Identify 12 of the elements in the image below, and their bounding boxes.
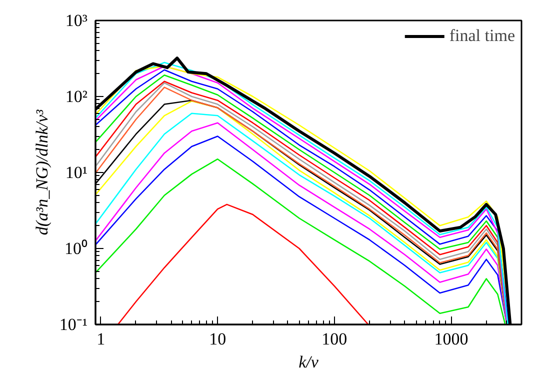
y-tick-label: 10¹ [65,163,88,182]
x-tick-label: 1000 [434,330,468,348]
y-tick-label: 10⁰ [64,239,88,258]
x-tick-label: 10 [209,330,226,348]
y-axis-title: d(a³n_NG)/dlnk/v³ [32,108,52,236]
x-tick-label: 100 [322,330,348,348]
legend-label: final time [449,26,515,46]
y-tick-label: 10² [65,87,88,106]
y-tick-label: 10⁻¹ [59,315,88,334]
y-tick-label: 10³ [65,11,88,30]
x-tick-label: 1 [96,330,106,348]
x-axis-title: k/v [298,352,319,372]
